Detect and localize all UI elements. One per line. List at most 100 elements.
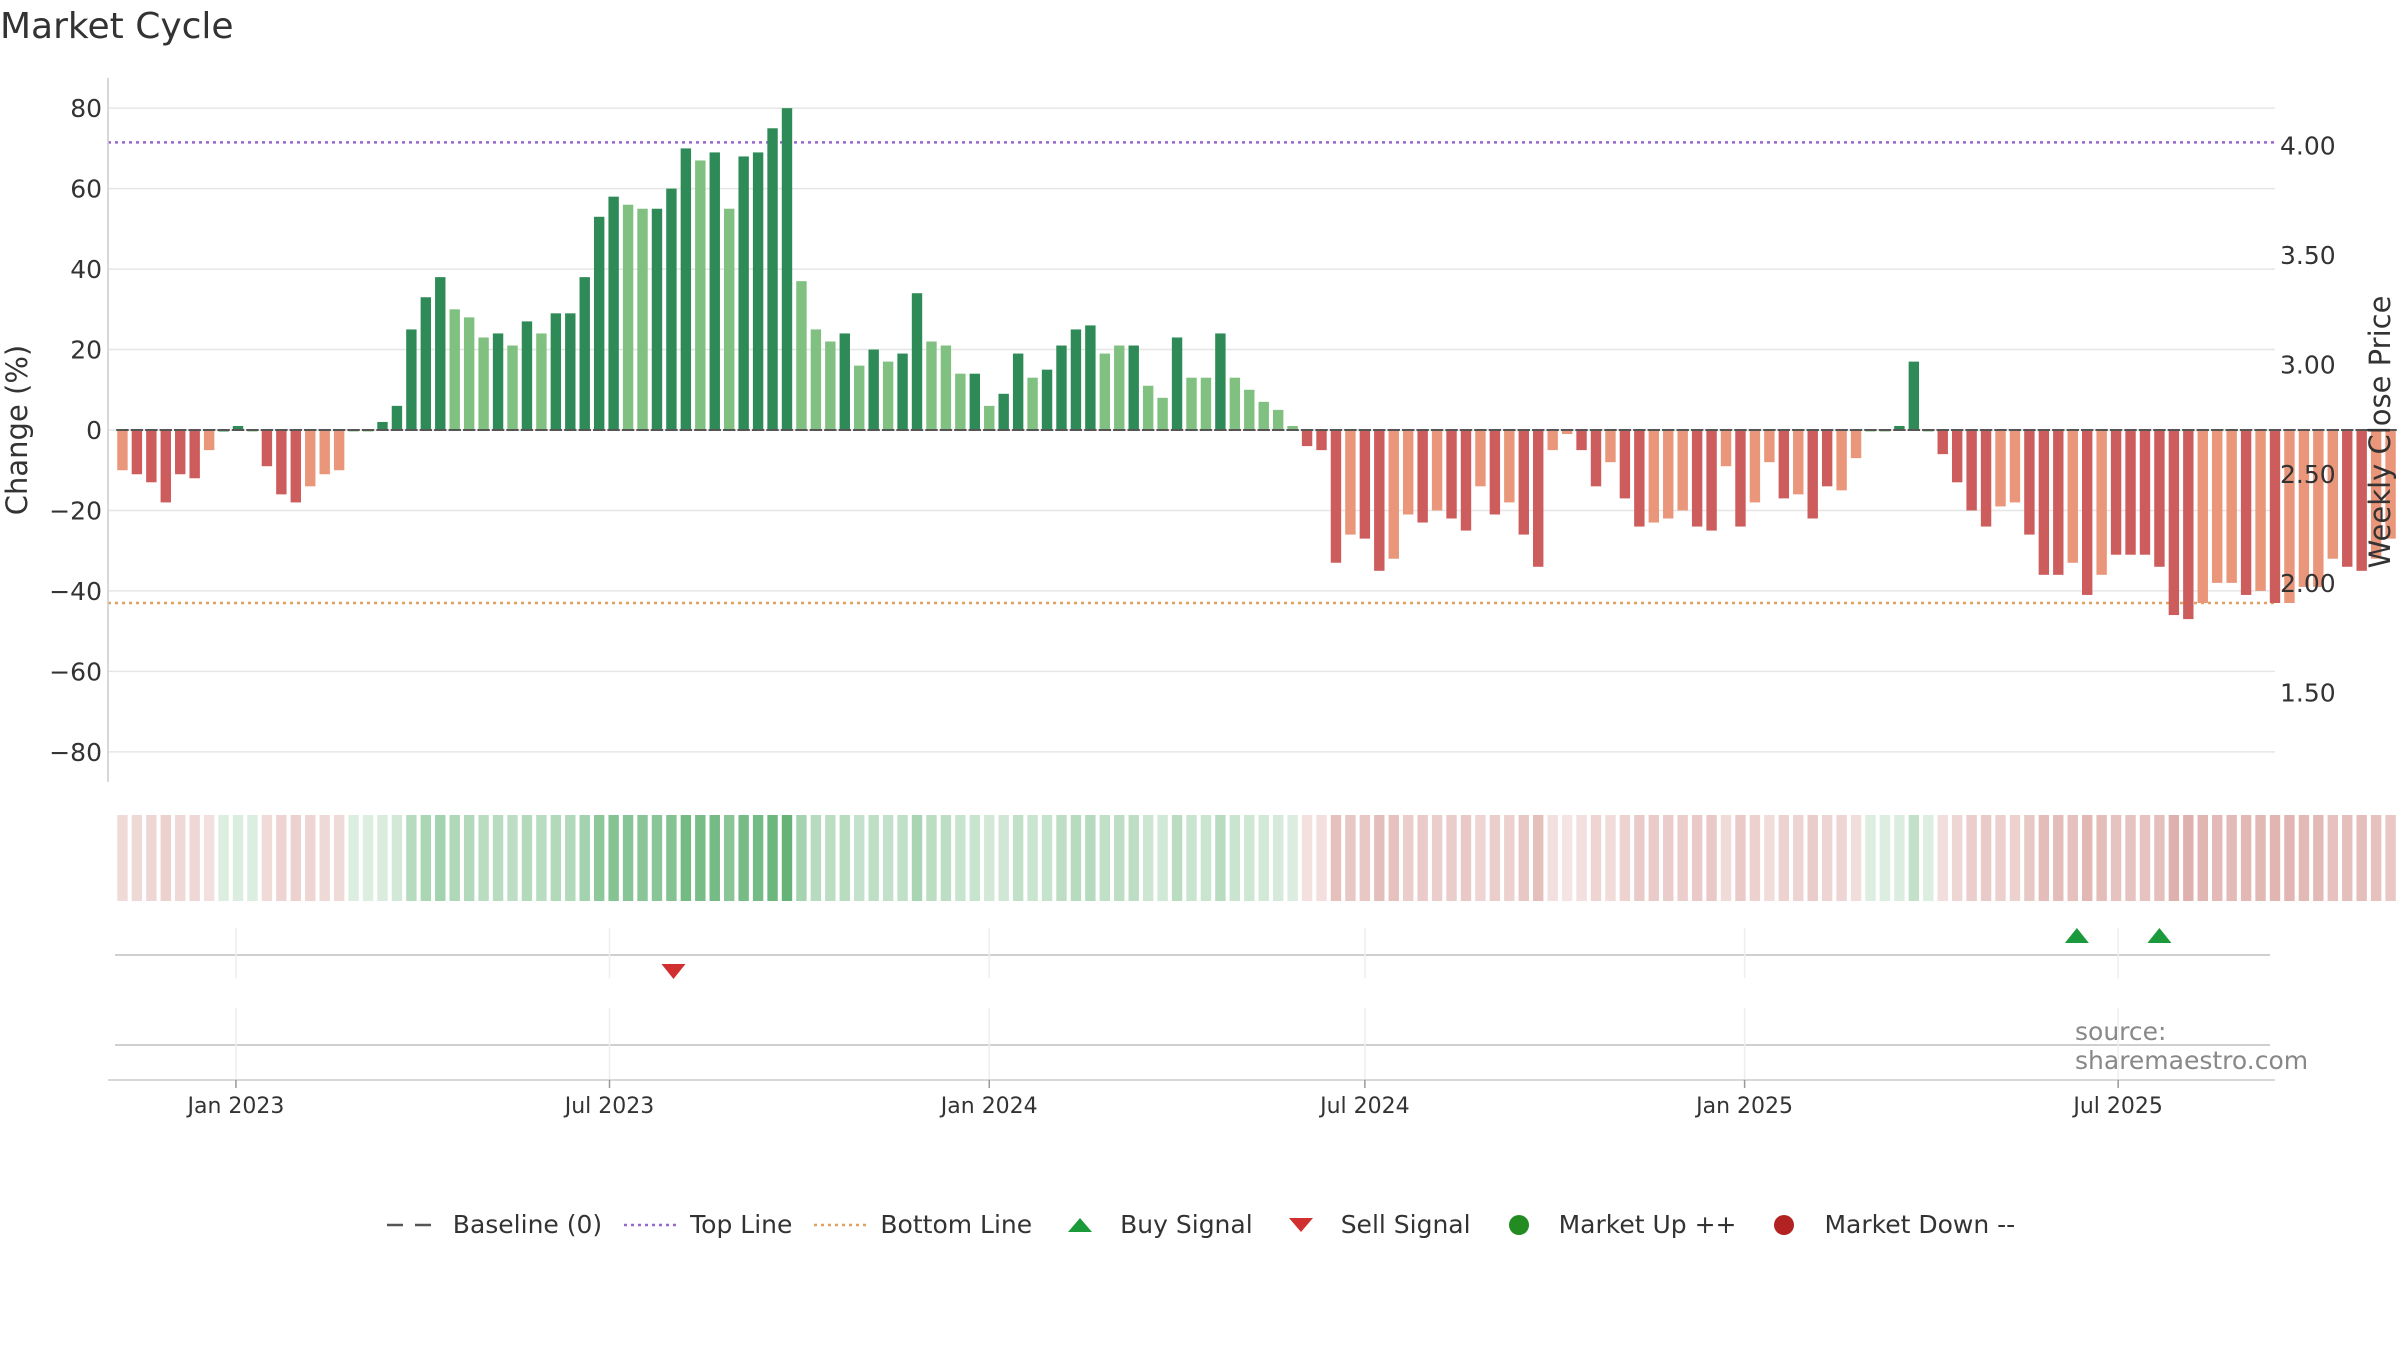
change-bar (2356, 430, 2367, 571)
heat-cell (767, 815, 778, 901)
heat-cell (2038, 815, 2050, 901)
heat-cell (1475, 815, 1486, 901)
change-bar (2038, 430, 2050, 575)
heat-cell (1489, 815, 1501, 901)
change-bar (1446, 430, 1457, 519)
heat-cell (2284, 815, 2295, 901)
heat-cell (1142, 815, 1154, 901)
heat-cell (1200, 815, 1212, 901)
heat-cell (1865, 815, 1876, 901)
y2-tick-label: 3.50 (2280, 241, 2336, 270)
heat-cell (637, 815, 648, 901)
heat-cell (1576, 815, 1587, 901)
change-bar (1229, 377, 1241, 430)
legend-item: Market Down -- (1756, 1210, 2015, 1239)
heat-cell (146, 815, 157, 901)
change-bar (391, 405, 403, 430)
change-bar (1200, 377, 1212, 430)
heat-cell (651, 815, 663, 901)
heat-cell (2327, 815, 2338, 901)
heat-cell (897, 815, 908, 901)
change-bar (2139, 430, 2151, 555)
change-bar (2298, 430, 2310, 587)
change-bar (175, 430, 186, 475)
heat-cell (1706, 815, 1717, 901)
legend-item: Buy Signal (1052, 1210, 1253, 1239)
change-bar (276, 430, 287, 495)
legend-label: Market Up ++ (1558, 1210, 1737, 1239)
change-bar (521, 321, 533, 430)
heat-cell (362, 815, 374, 901)
change-bar (1041, 369, 1053, 430)
change-bar (2269, 430, 2281, 603)
heat-cell (1951, 815, 1963, 901)
change-bar (319, 430, 330, 475)
heat-cell (709, 815, 720, 901)
heat-cell (998, 815, 1009, 901)
change-bar (651, 208, 663, 430)
change-bar (1128, 345, 1139, 430)
heat-cell (2370, 815, 2382, 901)
heat-cell (608, 815, 619, 901)
heat-cell (2212, 815, 2223, 901)
change-bar (2154, 430, 2165, 567)
heat-cell (1749, 815, 1761, 901)
y-tick-label: −80 (49, 738, 102, 767)
heat-cell (2342, 815, 2353, 901)
y2-axis-title: Weekly Close Price (2363, 296, 2397, 569)
heat-cell (2139, 815, 2151, 901)
change-bar (1894, 425, 1905, 430)
heat-cell (1821, 815, 1833, 901)
change-bar (2168, 430, 2180, 616)
heat-cell (1099, 815, 1111, 901)
y2-tick-label: 3.00 (2280, 350, 2336, 379)
change-bar (1085, 325, 1096, 430)
heat-cell (1619, 815, 1631, 901)
change-bar (1099, 353, 1111, 430)
heat-cell (521, 815, 533, 901)
change-bar (1301, 430, 1313, 447)
heat-cell (1171, 815, 1183, 901)
heat-cell (1388, 815, 1399, 901)
heat-cell (1648, 815, 1659, 901)
heat-cell (1012, 815, 1024, 901)
change-bar (1634, 430, 1645, 527)
heat-cell (1085, 815, 1096, 901)
change-bar (839, 333, 850, 430)
heat-cell (492, 815, 504, 901)
change-bar (738, 156, 749, 431)
change-bar (1850, 430, 1862, 459)
heat-cell (579, 815, 590, 901)
heat-cell (810, 815, 822, 901)
change-bar (897, 353, 908, 430)
change-bar (2226, 430, 2237, 583)
change-bar (449, 309, 460, 430)
change-bar (1937, 430, 1948, 455)
x-tick-label: Jul 2023 (563, 1094, 655, 1119)
heat-cell (955, 815, 966, 901)
heat-cell (1663, 815, 1674, 901)
heat-cell (420, 815, 432, 901)
change-bar (1142, 385, 1154, 430)
change-bar (1475, 430, 1486, 487)
heat-cell (2356, 815, 2367, 901)
heat-cell (1070, 815, 1082, 901)
heat-cell (1402, 815, 1414, 901)
change-bar (1836, 430, 1847, 491)
change-bar (232, 425, 244, 430)
heat-cell (1923, 815, 1934, 901)
y-axis-title: Change (%) (0, 345, 34, 515)
change-bar (955, 373, 966, 430)
change-bar (1547, 430, 1558, 451)
heat-cell (1417, 815, 1428, 901)
change-bar (868, 349, 879, 430)
change-bars (116, 108, 2397, 620)
heat-cell (2168, 815, 2180, 901)
heat-cell (1720, 815, 1732, 901)
change-bar (1951, 430, 1963, 483)
x-tick-label: Jan 2025 (1694, 1094, 1793, 1119)
heat-cell (984, 815, 995, 901)
heat-cell (435, 815, 446, 901)
legend-item: Sell Signal (1273, 1210, 1471, 1239)
